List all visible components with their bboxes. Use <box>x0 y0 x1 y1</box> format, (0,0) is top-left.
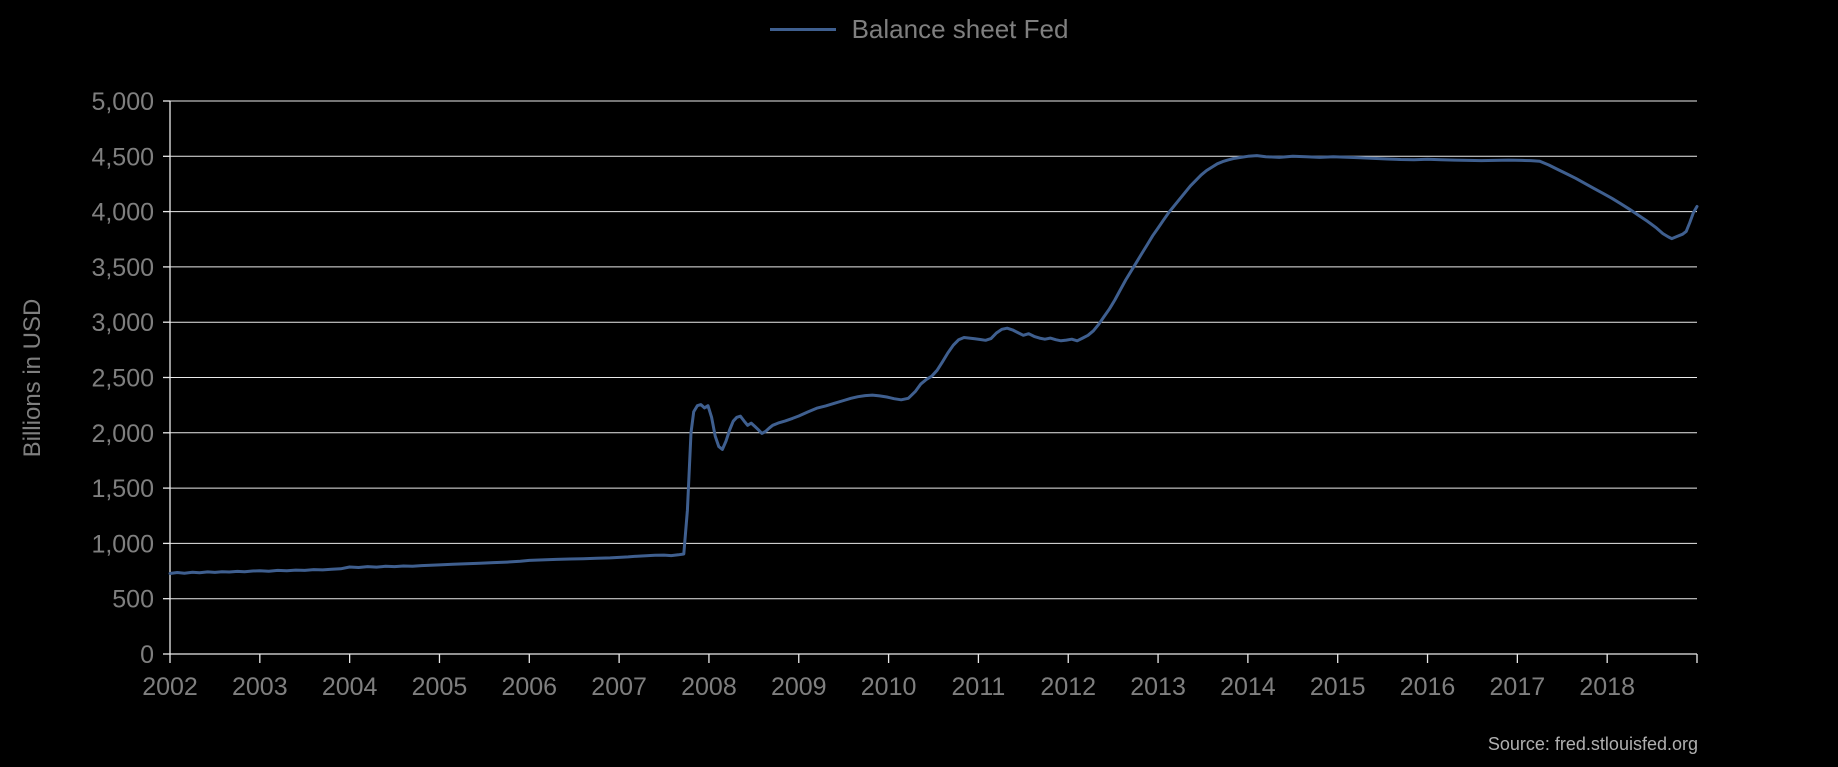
series-line <box>168 154 1699 575</box>
source-note: Source: fred.stlouisfed.org <box>1487 734 1698 754</box>
x-tick-label: 2015 <box>1310 673 1366 701</box>
x-tick-label: 2004 <box>322 673 378 701</box>
x-tick-label: 2014 <box>1220 673 1276 701</box>
y-tick-label: 500 <box>112 586 154 614</box>
y-tick-label: 0 <box>140 641 154 669</box>
x-tick-label: 2002 <box>142 673 198 701</box>
y-tick-label: 4,000 <box>91 199 154 227</box>
x-tick-label: 2008 <box>681 673 737 701</box>
y-tick-label: 5,000 <box>91 88 154 116</box>
x-tick-label: 2007 <box>591 673 647 701</box>
y-tick-label: 3,000 <box>91 309 154 337</box>
y-tick-label: 2,000 <box>91 420 154 448</box>
x-tick-label: 2017 <box>1490 673 1546 701</box>
x-tick-label: 2013 <box>1130 673 1186 701</box>
legend-label: Balance sheet Fed <box>851 14 1069 44</box>
x-tick-label: 2003 <box>232 673 288 701</box>
x-tick-label: 2012 <box>1040 673 1096 701</box>
y-tick-label: 1,000 <box>91 530 154 558</box>
x-tick-label: 2016 <box>1400 673 1456 701</box>
x-tick-label: 2005 <box>412 673 468 701</box>
x-tick-label: 2009 <box>771 673 827 701</box>
legend: Balance sheet Fed <box>0 14 1838 45</box>
x-tick-label: 2010 <box>861 673 917 701</box>
y-tick-label: 4,500 <box>91 143 154 171</box>
y-tick-label: 1,500 <box>91 475 154 503</box>
legend-line-swatch <box>769 28 836 31</box>
x-tick-label: 2011 <box>952 673 1006 701</box>
x-tick-label: 2018 <box>1579 673 1635 701</box>
y-tick-label: 2,500 <box>91 365 154 393</box>
y-tick-label: 3,500 <box>91 254 154 282</box>
x-tick-label: 2006 <box>501 673 557 701</box>
y-axis-title: Billions in USD <box>19 298 46 458</box>
